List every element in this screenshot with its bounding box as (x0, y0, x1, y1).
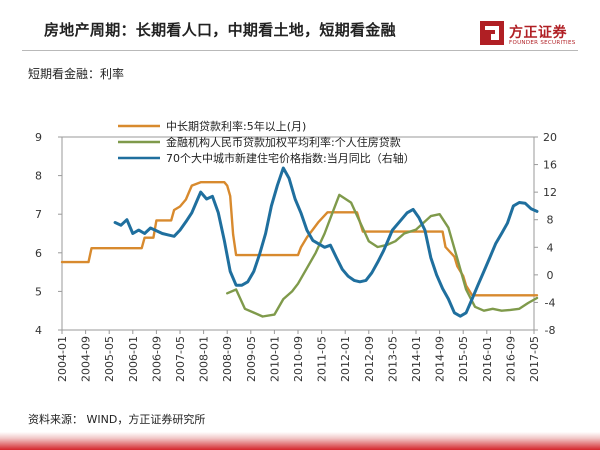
y-right-tick-label: 12 (543, 186, 557, 199)
x-tick-label: 2010-09 (292, 336, 305, 382)
y-left-tick-label: 7 (35, 208, 42, 221)
y-right-tick-label: 8 (547, 214, 554, 227)
y-left-tick-label: 5 (35, 285, 42, 298)
page-title: 房地产周期：长期看人口，中期看土地，短期看金融 (44, 21, 396, 39)
x-tick-label: 2013-05 (386, 336, 399, 382)
legend-label-3: 70个大中城市新建住宅价格指数:当月同比（右轴） (166, 151, 415, 165)
legend-label-2: 金融机构人民币贷款加权平均利率:个人住房贷款 (166, 135, 401, 149)
y-left-tick-label: 9 (35, 131, 42, 144)
x-tick-label: 2014-01 (410, 336, 423, 382)
brand-name: 方正证券 (509, 25, 567, 41)
y-right-tick-label: 20 (543, 131, 557, 144)
x-tick-label: 2008-09 (221, 336, 234, 382)
brand-logo: 方正证券 FOUNDER SECURITIES (480, 21, 580, 49)
x-tick-label: 2010-01 (268, 336, 281, 382)
series-line-3 (113, 166, 539, 318)
footer-band (0, 432, 600, 450)
x-tick-label: 2004-09 (80, 336, 93, 382)
data-source-note: 资料来源： WIND，方正证券研究所 (28, 413, 206, 426)
series-line-2 (226, 193, 539, 318)
x-tick-label: 2006-01 (127, 336, 140, 382)
y-right-tick-label: 0 (547, 269, 554, 282)
section-subtitle: 短期看金融：利率 (28, 67, 125, 81)
x-tick-label: 2017-05 (528, 336, 541, 382)
x-tick-label: 2015-05 (457, 336, 470, 382)
y-right-tick-label: 16 (543, 159, 557, 172)
x-tick-label: 2014-09 (434, 336, 447, 382)
y-right-tick-label: 4 (547, 241, 554, 254)
x-tick-label: 2004-01 (56, 336, 69, 382)
x-tick-label: 2007-05 (174, 336, 187, 382)
x-tick-label: 2011-05 (316, 336, 329, 382)
brand-subtitle: FOUNDER SECURITIES (509, 40, 576, 46)
y-left-tick-label: 6 (35, 247, 42, 260)
x-tick-label: 2012-09 (363, 336, 376, 382)
y-right-tick-label: -4 (545, 296, 556, 309)
x-tick-label: 2005-05 (103, 336, 116, 382)
x-tick-label: 2016-09 (504, 336, 517, 382)
x-tick-label: 2006-09 (150, 336, 163, 382)
x-tick-label: 2012-01 (339, 336, 352, 382)
x-tick-label: 2016-01 (481, 336, 494, 382)
y-left-tick-label: 8 (35, 170, 42, 183)
legend-label-1: 中长期贷款利率:5年以上(月) (166, 119, 306, 133)
title-divider (22, 50, 578, 51)
y-left-tick-label: 4 (35, 324, 42, 337)
y-right-tick-label: -8 (545, 324, 556, 337)
series-line-1 (60, 181, 539, 297)
founder-securities-logo-icon (480, 21, 504, 45)
x-tick-label: 2009-05 (245, 336, 258, 382)
x-tick-label: 2008-01 (198, 336, 211, 382)
